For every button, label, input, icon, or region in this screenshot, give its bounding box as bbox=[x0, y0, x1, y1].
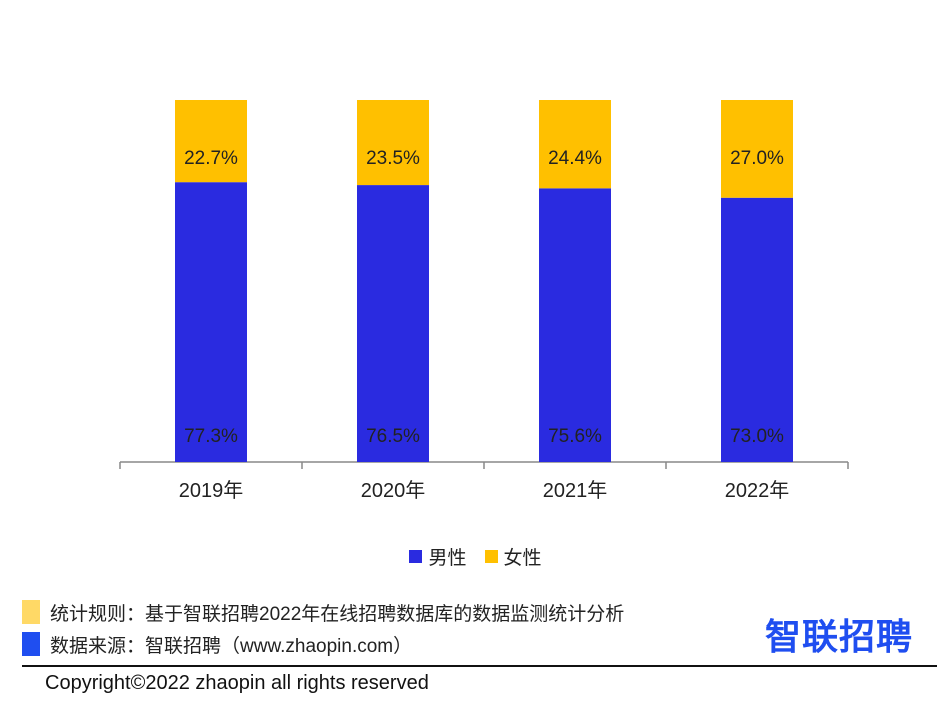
note-rule-text: 统计规则：基于智联招聘2022年在线招聘数据库的数据监测统计分析 bbox=[50, 603, 625, 625]
data-label-male: 76.5% bbox=[366, 426, 420, 447]
bar-male bbox=[721, 197, 793, 463]
legend-swatch-female bbox=[484, 550, 498, 563]
x-tick-label: 2020年 bbox=[361, 479, 426, 502]
legend-swatch-male bbox=[409, 550, 423, 563]
legend-label-female: 女性 bbox=[503, 548, 542, 569]
note-rule-swatch bbox=[22, 600, 40, 624]
legend-item-female: 女性 bbox=[484, 543, 542, 570]
data-label-female: 24.4% bbox=[548, 148, 602, 169]
data-label-male: 75.6% bbox=[548, 426, 602, 447]
bar-female bbox=[175, 100, 247, 183]
data-label-male: 77.3% bbox=[184, 426, 238, 447]
x-tick-label: 2022年 bbox=[725, 479, 790, 502]
bar-male bbox=[539, 188, 611, 462]
note-source: 数据来源：智联招聘（www.zhaopin.com） bbox=[22, 628, 624, 660]
copyright-text: Copyright©2022 zhaopin all rights reserv… bbox=[45, 672, 429, 694]
x-tick-label: 2019年 bbox=[179, 479, 244, 502]
legend-item-male: 男性 bbox=[409, 543, 467, 570]
chart-legend: 男性 女性 bbox=[0, 543, 951, 570]
bar-female bbox=[721, 100, 793, 198]
bar-female bbox=[539, 100, 611, 189]
data-label-female: 23.5% bbox=[366, 148, 420, 169]
x-tick-label: 2021年 bbox=[543, 479, 608, 502]
note-rule: 统计规则：基于智联招聘2022年在线招聘数据库的数据监测统计分析 bbox=[22, 596, 624, 628]
data-label-female: 27.0% bbox=[730, 148, 784, 169]
stacked-bar-chart: 22.7% 77.3% 2019年 23.5% 76.5% 2020年 24.4% 75.6%… bbox=[119, 100, 849, 502]
bar-male bbox=[175, 182, 247, 462]
chart-notes: 统计规则：基于智联招聘2022年在线招聘数据库的数据监测统计分析 数据来源：智联… bbox=[22, 596, 624, 660]
note-source-text: 数据来源：智联招聘（www.zhaopin.com） bbox=[50, 635, 413, 657]
legend-label-male: 男性 bbox=[428, 548, 467, 569]
zhaopin-logo: 智联招聘 bbox=[765, 617, 914, 658]
bar-female bbox=[357, 100, 429, 186]
data-label-female: 22.7% bbox=[184, 148, 238, 169]
bar-male bbox=[357, 185, 429, 462]
data-label-male: 73.0% bbox=[730, 426, 784, 447]
footer-divider bbox=[22, 665, 937, 667]
note-source-swatch bbox=[22, 632, 40, 656]
